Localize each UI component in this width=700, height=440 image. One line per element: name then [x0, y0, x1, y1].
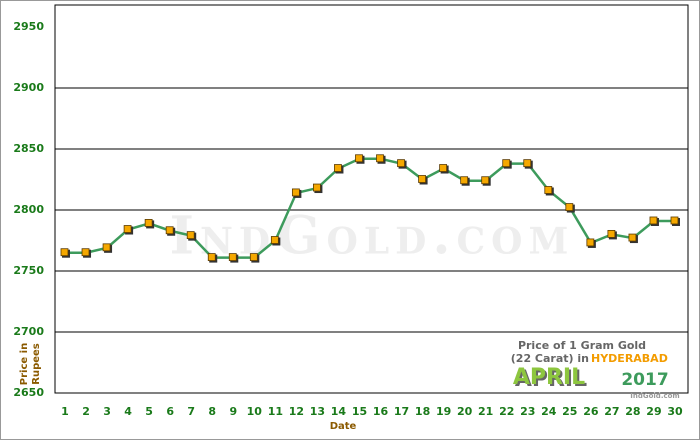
- data-point: [102, 243, 111, 252]
- data-point: [270, 236, 279, 244]
- data-point: [544, 186, 553, 194]
- y-tick-label: 2850: [13, 142, 44, 155]
- x-tick-label: 9: [229, 405, 237, 418]
- data-point: [460, 176, 469, 185]
- data-point: [355, 154, 363, 163]
- data-point: [418, 175, 426, 183]
- data-point: [565, 203, 574, 211]
- x-tick-label: 21: [478, 405, 493, 418]
- annotation: Price of 1 Gram Gold (22 Carat) in HYDER…: [511, 339, 680, 400]
- y-axis-label: Rupees: [31, 343, 42, 385]
- data-point: [228, 253, 237, 261]
- data-point: [334, 164, 342, 172]
- x-tick-label: 4: [124, 405, 132, 418]
- annotation-month-shadow: APRIL: [515, 367, 587, 392]
- x-axis-label: Date: [330, 421, 357, 432]
- data-point: [207, 253, 216, 261]
- data-point: [123, 225, 132, 233]
- annotation-text: Price of 1 Gram Gold: [518, 339, 646, 352]
- data-point: [81, 248, 90, 257]
- y-tick-label: 2750: [13, 264, 44, 277]
- annotation-text: (22 Carat) in: [511, 352, 589, 365]
- x-tick-label: 2: [82, 405, 90, 418]
- x-tick-label: 18: [415, 405, 430, 418]
- x-tick-label: 19: [436, 405, 451, 418]
- x-tick-label: 1: [61, 405, 69, 418]
- x-tick-label: 14: [331, 405, 347, 418]
- data-point: [291, 188, 300, 197]
- data-point: [165, 226, 174, 235]
- plot-area: [54, 4, 689, 394]
- y-tick-label: 2900: [13, 81, 44, 94]
- data-point: [628, 233, 637, 242]
- annotation-site: IndGold.com: [630, 392, 679, 400]
- x-tick-label: 16: [373, 405, 389, 418]
- y-tick-label: 2650: [13, 386, 44, 399]
- data-point: [607, 229, 616, 238]
- data-point: [313, 183, 321, 192]
- data-point: [60, 248, 69, 257]
- x-tick-label: 5: [145, 405, 153, 418]
- x-tick-label: 28: [625, 405, 640, 418]
- x-tick-label: 11: [268, 405, 283, 418]
- data-point: [670, 216, 679, 225]
- y-tick-label: 2800: [13, 203, 44, 216]
- x-tick-label: 26: [583, 405, 599, 418]
- y-tick-label: 2700: [13, 325, 44, 338]
- data-point: [249, 253, 258, 261]
- x-tick-label: 30: [667, 405, 683, 418]
- data-point: [586, 238, 595, 247]
- x-tick-label: 24: [541, 405, 557, 418]
- data-point: [376, 154, 384, 163]
- x-tick-label: 27: [604, 405, 619, 418]
- data-point: [649, 216, 658, 225]
- x-tick-label: 13: [310, 405, 325, 418]
- x-tick-label: 6: [166, 405, 174, 418]
- data-point: [397, 159, 405, 168]
- x-tick-label: 25: [562, 405, 577, 418]
- x-tick-label: 7: [187, 405, 195, 418]
- data-point: [502, 159, 511, 168]
- data-point: [439, 164, 448, 172]
- data-point: [523, 159, 532, 168]
- data-point: [186, 231, 195, 240]
- x-tick-label: 15: [352, 405, 367, 418]
- x-tick-label: 8: [208, 405, 216, 418]
- x-tick-label: 22: [499, 405, 514, 418]
- annotation-month: APRIL: [513, 365, 585, 390]
- annotation-year: 2017: [621, 370, 668, 390]
- data-point: [144, 219, 153, 227]
- data-point: [481, 176, 490, 185]
- x-tick-label: 20: [457, 405, 473, 418]
- x-tick-label: 3: [103, 405, 111, 418]
- y-tick-label: 2950: [13, 20, 44, 33]
- x-tick-label: 23: [520, 405, 535, 418]
- x-tick-label: 17: [394, 405, 409, 418]
- annotation-city: HYDERABAD: [591, 352, 668, 365]
- x-tick-label: 10: [247, 405, 263, 418]
- y-axis-label: Price in: [19, 343, 30, 385]
- x-tick-label: 29: [646, 405, 661, 418]
- x-tick-label: 12: [289, 405, 304, 418]
